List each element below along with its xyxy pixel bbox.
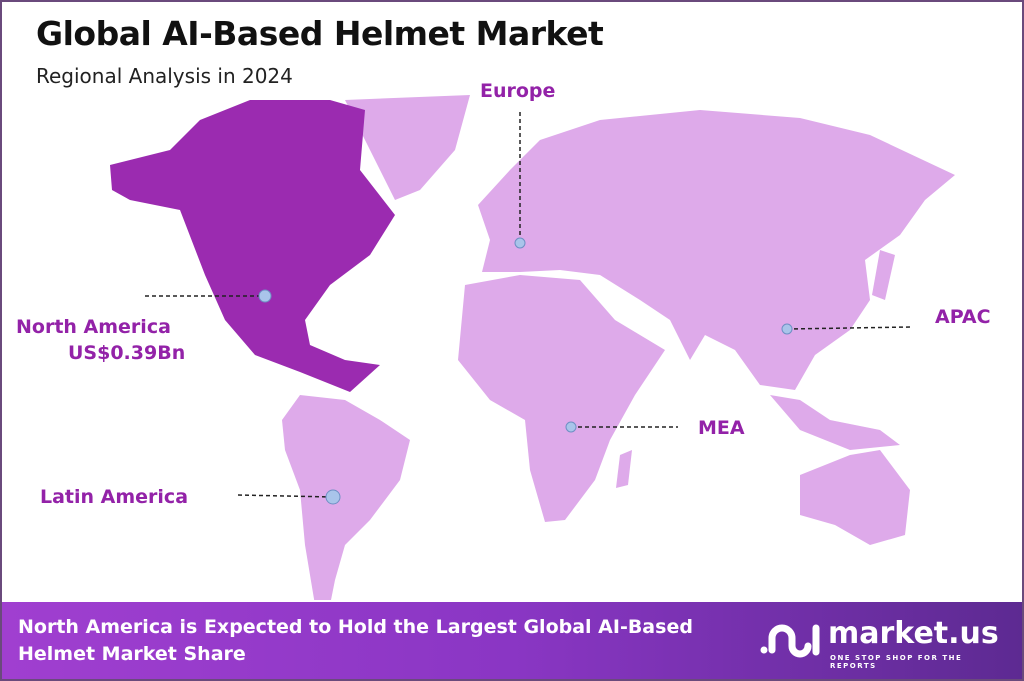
south-america bbox=[282, 395, 410, 600]
logo-icon bbox=[760, 624, 820, 658]
label-mea: MEA bbox=[698, 417, 745, 439]
label-latin-america: Latin America bbox=[40, 486, 189, 508]
leader-latin-america bbox=[237, 494, 334, 498]
north-america-name: North America bbox=[16, 316, 171, 338]
marker-apac bbox=[781, 323, 793, 335]
north-america-value: US$0.39Bn bbox=[68, 342, 186, 364]
label-north-america: North America US$0.39Bn bbox=[16, 314, 185, 366]
north-america bbox=[110, 100, 395, 392]
footer-banner: North America is Expected to Hold the La… bbox=[2, 602, 1022, 679]
marker-europe bbox=[514, 237, 526, 249]
page-subtitle: Regional Analysis in 2024 bbox=[36, 64, 293, 88]
africa bbox=[458, 275, 665, 522]
logo-wordmark: market.us bbox=[828, 616, 999, 651]
label-apac: APAC bbox=[935, 306, 991, 328]
uk bbox=[488, 188, 505, 220]
eurasia bbox=[478, 110, 955, 390]
japan bbox=[872, 250, 895, 300]
southeast-asia bbox=[770, 395, 900, 450]
market-us-logo: market.us ONE STOP SHOP FOR THE REPORTS bbox=[760, 616, 1010, 670]
marker-north-america bbox=[258, 289, 272, 303]
footer-text: North America is Expected to Hold the La… bbox=[18, 616, 693, 665]
australia bbox=[800, 450, 910, 545]
marker-mea bbox=[565, 421, 577, 433]
madagascar bbox=[616, 450, 632, 488]
page-title: Global AI-Based Helmet Market bbox=[36, 14, 604, 53]
label-europe: Europe bbox=[480, 80, 556, 102]
world-map bbox=[110, 95, 955, 600]
logo-tagline: ONE STOP SHOP FOR THE REPORTS bbox=[830, 654, 963, 670]
marker-latin-america bbox=[325, 489, 341, 505]
greenland bbox=[345, 95, 470, 200]
